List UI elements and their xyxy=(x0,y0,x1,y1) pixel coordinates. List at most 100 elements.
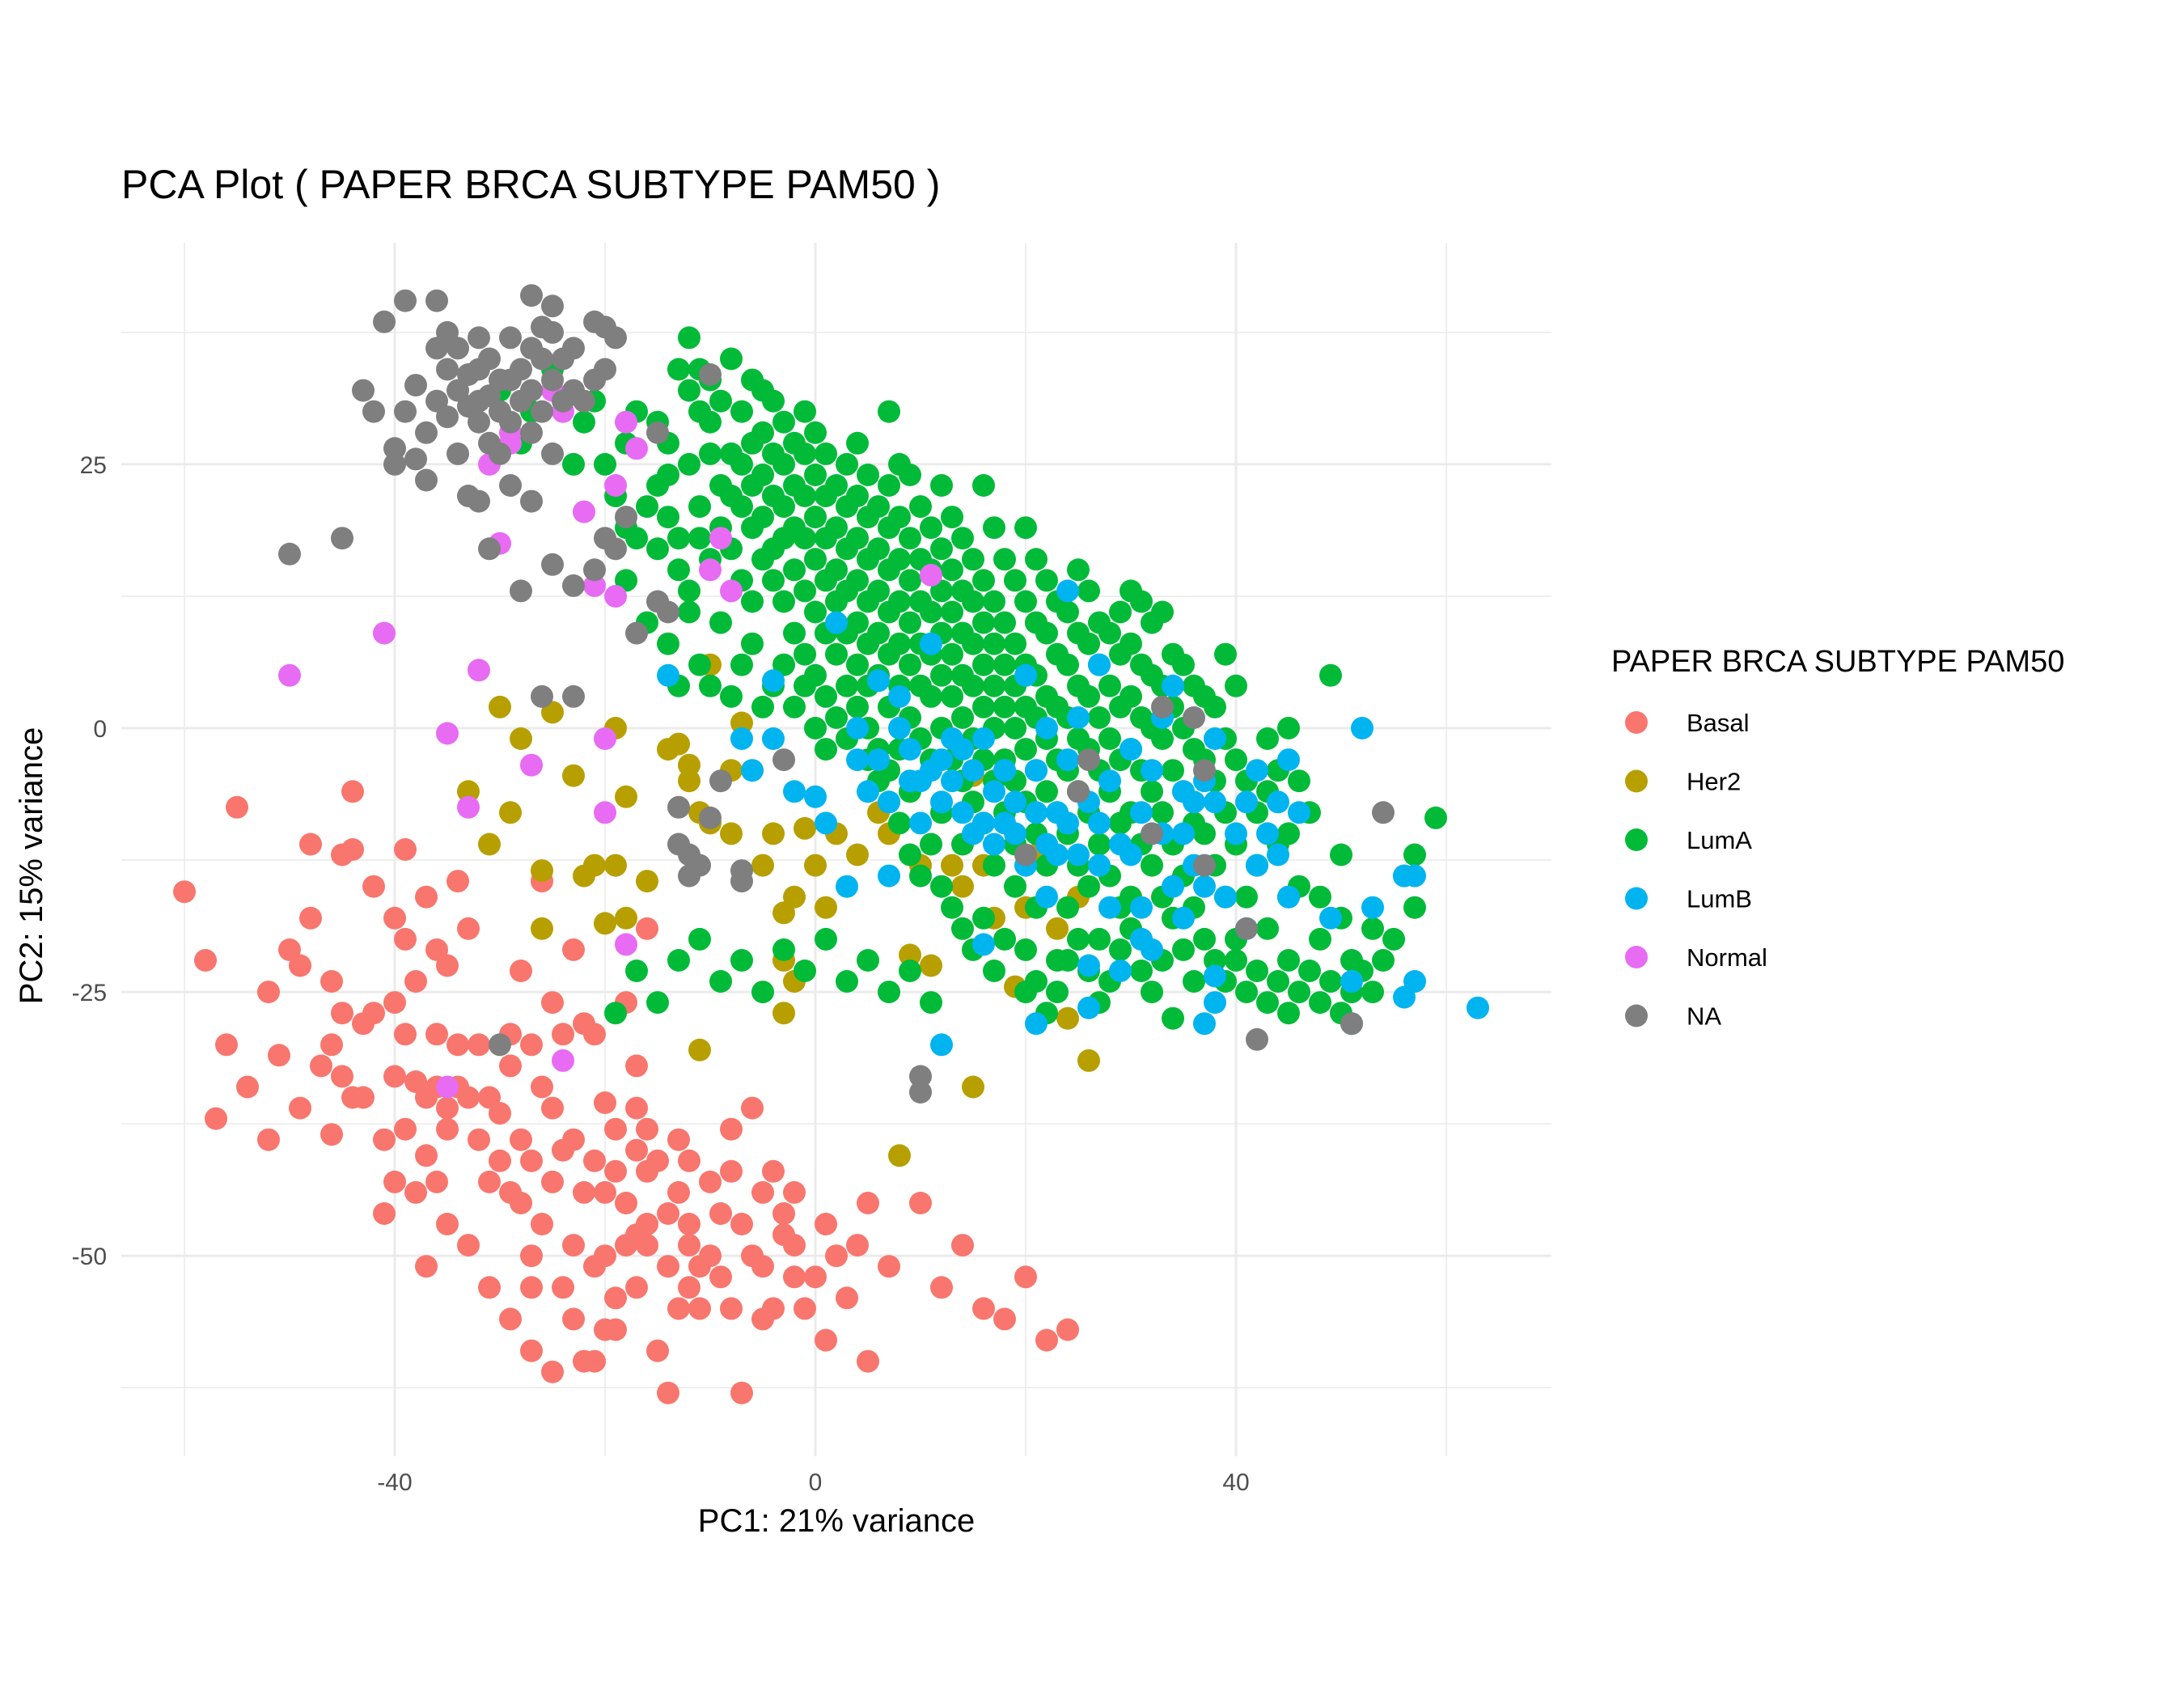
data-point xyxy=(730,452,753,476)
data-point xyxy=(909,864,932,888)
data-point xyxy=(1361,917,1384,940)
data-point xyxy=(1277,1002,1300,1025)
data-point xyxy=(1372,801,1395,824)
data-point xyxy=(646,991,669,1015)
series-normal xyxy=(278,379,942,1099)
data-point xyxy=(1077,954,1100,977)
data-point xyxy=(278,663,301,687)
data-point xyxy=(1014,843,1037,866)
data-point xyxy=(720,822,743,845)
data-point xyxy=(930,663,953,687)
data-point xyxy=(615,1192,637,1214)
data-point xyxy=(1109,960,1132,982)
data-point xyxy=(751,981,774,1004)
data-point xyxy=(941,600,963,624)
data-point xyxy=(667,833,690,856)
data-point xyxy=(688,527,711,550)
data-point xyxy=(215,1033,238,1057)
data-point xyxy=(1141,759,1163,782)
data-point xyxy=(1193,759,1216,782)
data-point xyxy=(920,833,942,856)
data-point xyxy=(846,717,869,739)
data-point xyxy=(1056,811,1079,835)
data-point xyxy=(1088,833,1111,856)
data-point xyxy=(730,870,753,893)
data-point xyxy=(1235,885,1258,909)
data-point xyxy=(457,780,480,803)
data-point xyxy=(762,1159,785,1183)
data-point xyxy=(1267,843,1289,866)
data-point xyxy=(783,558,806,582)
data-point xyxy=(825,558,848,582)
data-point xyxy=(930,1276,953,1299)
data-point xyxy=(993,611,1016,634)
data-point xyxy=(678,1213,700,1235)
data-point xyxy=(678,326,700,350)
data-point xyxy=(478,347,501,371)
data-point xyxy=(709,1202,732,1225)
data-point xyxy=(941,684,963,708)
data-point xyxy=(173,880,196,904)
data-point xyxy=(878,1255,900,1278)
data-point xyxy=(815,442,837,465)
data-point xyxy=(783,885,806,909)
data-point xyxy=(825,611,848,634)
data-point xyxy=(920,516,942,540)
data-point xyxy=(520,1149,543,1172)
data-point xyxy=(1004,632,1026,655)
data-point xyxy=(1035,1328,1058,1352)
data-point xyxy=(951,875,974,898)
data-point xyxy=(604,1286,627,1310)
data-point xyxy=(846,748,869,772)
legend-key xyxy=(1625,887,1648,910)
data-point xyxy=(993,759,1016,782)
data-point xyxy=(899,960,921,982)
data-point xyxy=(1162,1006,1184,1030)
legend-label: Her2 xyxy=(1687,768,1741,796)
data-point xyxy=(783,1180,806,1204)
legend-label: LumB xyxy=(1687,885,1752,913)
data-point xyxy=(1151,695,1174,718)
data-point xyxy=(362,1002,385,1025)
data-point xyxy=(362,400,385,423)
data-point xyxy=(1204,991,1226,1015)
data-point xyxy=(815,1213,837,1235)
data-point xyxy=(983,780,1005,803)
data-point xyxy=(878,474,900,497)
data-point xyxy=(1130,896,1153,919)
data-point xyxy=(730,495,753,519)
data-point xyxy=(541,991,564,1015)
data-point xyxy=(867,669,890,693)
data-point xyxy=(667,358,690,381)
data-point xyxy=(1046,917,1069,940)
data-point xyxy=(888,590,911,613)
data-point xyxy=(699,674,722,697)
data-point xyxy=(1088,653,1111,676)
data-point xyxy=(751,506,774,529)
data-point xyxy=(920,632,942,655)
data-point xyxy=(899,464,921,486)
data-point xyxy=(867,748,890,772)
data-point xyxy=(1204,790,1226,814)
data-point xyxy=(594,527,616,550)
data-point xyxy=(1004,875,1026,898)
data-point xyxy=(341,838,364,861)
data-point xyxy=(867,495,890,519)
data-point xyxy=(1256,822,1279,845)
data-point xyxy=(320,1123,343,1146)
data-point xyxy=(478,1276,501,1299)
data-point xyxy=(1035,569,1058,592)
data-point xyxy=(436,722,459,745)
data-point xyxy=(1225,822,1247,845)
data-point xyxy=(846,485,869,507)
data-point xyxy=(478,537,501,561)
data-point xyxy=(972,569,995,592)
data-point xyxy=(1172,822,1195,845)
x-axis-title: PC1: 21% variance xyxy=(698,1503,975,1539)
data-point xyxy=(604,585,627,608)
data-point xyxy=(1183,970,1205,993)
data-point xyxy=(531,347,553,371)
data-point xyxy=(930,790,953,814)
y-tick-label: 0 xyxy=(93,716,107,743)
data-point xyxy=(531,400,553,423)
